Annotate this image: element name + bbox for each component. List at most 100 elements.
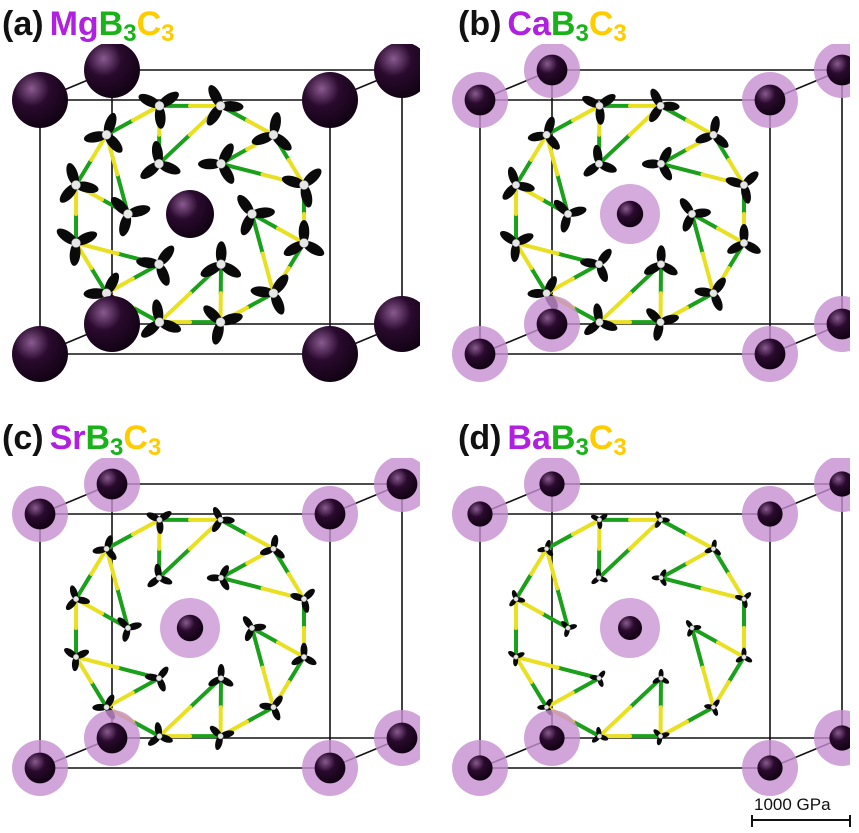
- stress-glyph: [59, 163, 99, 203]
- stress-glyph: [704, 539, 721, 556]
- stress-center: [103, 704, 110, 711]
- stress-glyph: [146, 510, 172, 534]
- stress-glyph: [83, 112, 123, 153]
- stress-glyph: [727, 223, 761, 254]
- carbon-subscript: 3: [161, 20, 175, 47]
- panel-tag: (c): [2, 419, 44, 457]
- stress-glyph: [734, 592, 752, 609]
- stress-center: [217, 733, 224, 740]
- stress-center: [513, 654, 519, 660]
- carbon-bond: [597, 291, 633, 325]
- stress-center: [656, 101, 665, 110]
- boron-subscript: 3: [110, 434, 124, 461]
- stress-glyph: [144, 666, 169, 692]
- panel-c-srb3c3: (c) SrB3C3: [0, 414, 420, 824]
- stress-glyph: [644, 245, 678, 276]
- stress-glyph: [651, 569, 667, 586]
- carbon-bond: [74, 654, 120, 670]
- stress-lobe: [641, 159, 663, 169]
- metal-atom: [84, 44, 140, 98]
- stress-glyph: [283, 219, 325, 257]
- panel-a-title: (a) MgB3C3: [2, 4, 175, 47]
- stress-glyph: [695, 116, 729, 148]
- stress-center: [154, 159, 164, 169]
- carbon-bond: [244, 532, 276, 551]
- metal-atom: [386, 722, 418, 754]
- stress-center: [542, 130, 551, 139]
- panel-tag: (d): [458, 419, 502, 457]
- metal-atom: [539, 471, 565, 497]
- stress-glyph: [259, 534, 285, 559]
- metal-symbol: Mg: [49, 5, 99, 43]
- stress-center: [709, 289, 718, 298]
- carbon-bond: [131, 517, 162, 537]
- stress-center: [217, 516, 224, 523]
- metal-symbol: Sr: [49, 419, 86, 457]
- boron-bond: [157, 546, 192, 580]
- metal-atom: [96, 722, 128, 754]
- metal-atom: [374, 44, 420, 98]
- stress-center: [101, 130, 112, 140]
- stress-glyph: [653, 729, 670, 746]
- scale-bar: 1000 GPa: [751, 795, 851, 831]
- carbon-subscript: 3: [147, 434, 162, 461]
- metal-atom: [176, 614, 204, 642]
- stress-center: [123, 209, 133, 219]
- stress-glyph: [591, 568, 608, 585]
- boron-bond: [89, 266, 109, 296]
- stress-glyph: [590, 513, 608, 530]
- boron-bond: [684, 705, 716, 724]
- stress-lobe: [250, 207, 275, 219]
- stress-glyph: [140, 140, 181, 180]
- boron-bond: [131, 719, 162, 739]
- stress-center: [565, 625, 571, 631]
- stress-center: [247, 209, 257, 219]
- stress-lobe: [219, 516, 235, 524]
- stress-center: [709, 130, 718, 139]
- stress-center: [268, 288, 279, 298]
- stress-glyph: [582, 94, 616, 125]
- stress-center: [301, 596, 307, 602]
- boron-bond: [104, 532, 136, 551]
- metal-symbol: Ca: [507, 5, 551, 43]
- metal-symbol: Ba: [507, 419, 551, 457]
- stress-center: [595, 159, 603, 168]
- stress-glyph: [641, 146, 673, 181]
- stress-center: [156, 733, 163, 740]
- stress-lobe: [595, 104, 605, 125]
- carbon-symbol: C: [123, 419, 148, 457]
- stress-center: [710, 546, 716, 552]
- stress-center: [656, 318, 665, 327]
- stress-glyph: [509, 590, 526, 607]
- stress-glyph: [211, 506, 235, 533]
- carbon-bond: [684, 532, 716, 551]
- carbon-bond: [597, 705, 633, 739]
- boron-bond: [529, 680, 549, 710]
- crystal-structure-a: [12, 44, 420, 382]
- boron-bond: [659, 575, 705, 591]
- boron-bond: [514, 157, 534, 188]
- stress-center: [658, 575, 664, 581]
- stress-center: [154, 317, 165, 327]
- boron-bond: [659, 561, 690, 580]
- stress-center: [689, 625, 695, 631]
- stress-glyph: [117, 617, 142, 642]
- stress-lobe: [300, 183, 313, 208]
- carbon-bond: [514, 654, 534, 685]
- metal-atom: [96, 468, 128, 500]
- panel-b-cab3c3: (b) CaB3C3: [430, 0, 850, 410]
- stress-glyph: [537, 539, 554, 557]
- boron-bond: [690, 212, 705, 256]
- boron-bond: [597, 546, 632, 580]
- stress-glyph: [646, 308, 679, 341]
- stress-lobe: [83, 131, 108, 143]
- stress-center: [216, 159, 226, 169]
- metal-atom: [302, 72, 358, 128]
- boron-bond: [544, 532, 576, 551]
- stress-glyph: [138, 91, 179, 129]
- stress-glyph: [694, 277, 726, 311]
- stress-center: [71, 238, 81, 248]
- stress-glyph: [136, 245, 175, 286]
- stress-glyph: [208, 664, 234, 687]
- stress-center: [154, 259, 164, 269]
